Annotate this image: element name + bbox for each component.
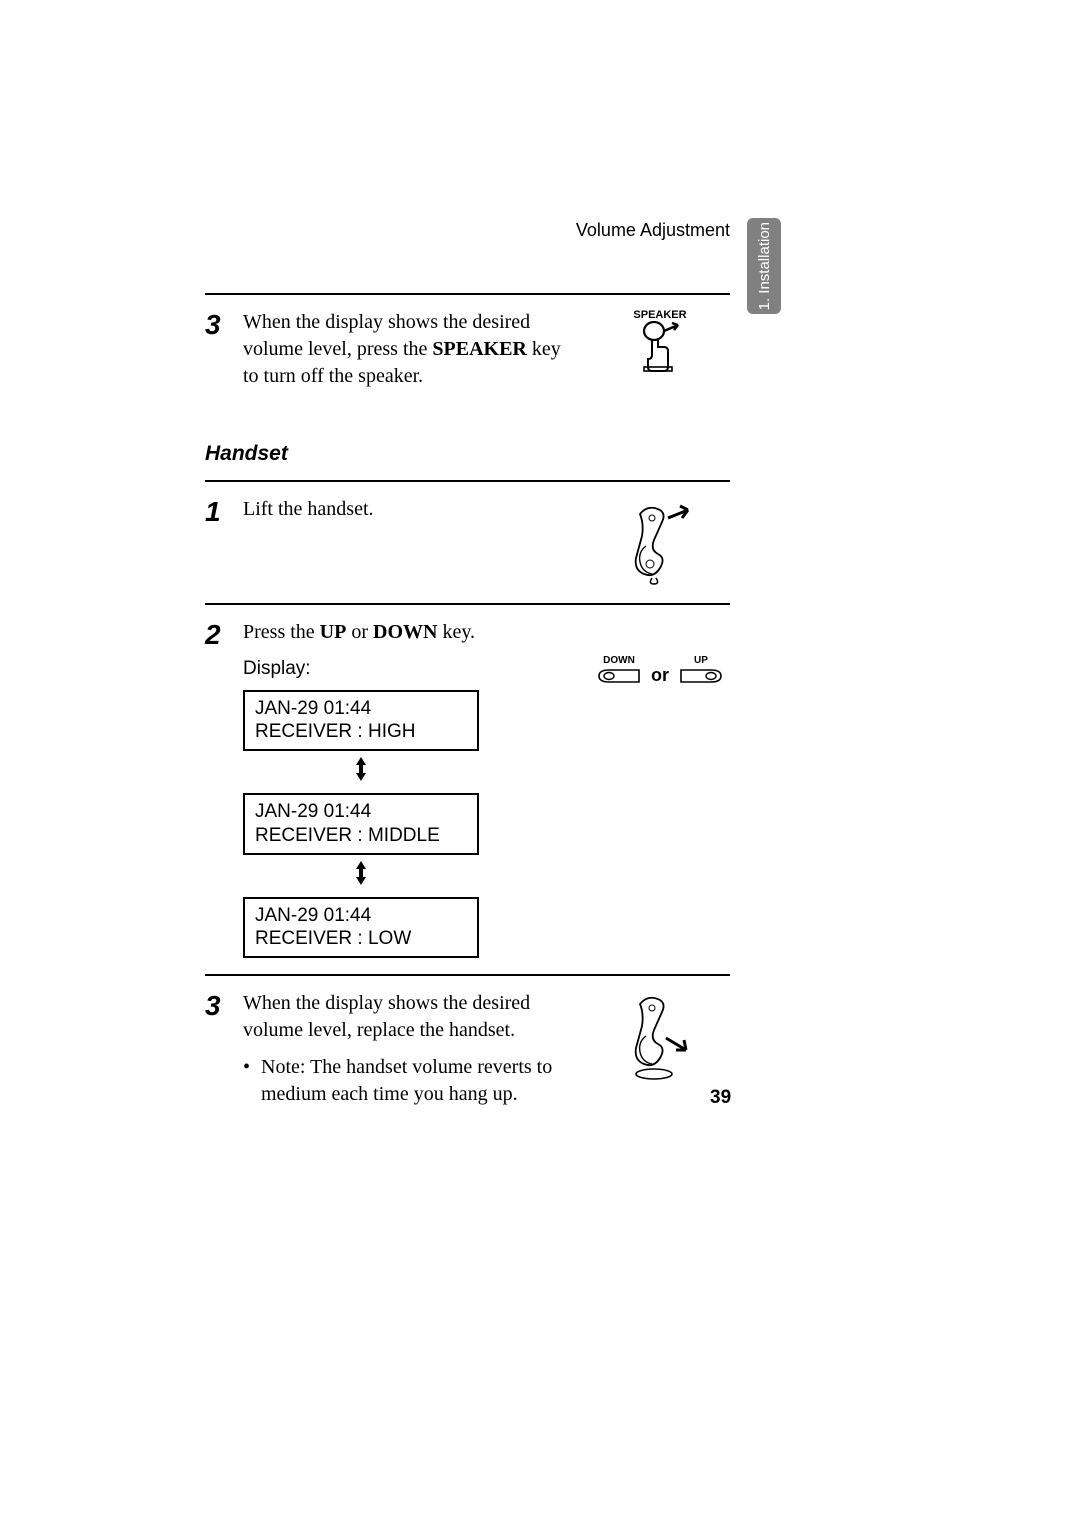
- display-box-high: JAN-29 01:44 RECEIVER : HIGH: [243, 690, 479, 752]
- chapter-tab: 1. Installation: [747, 218, 781, 314]
- step-text: Lift the handset.: [243, 496, 590, 523]
- updown-arrow-icon: [243, 753, 479, 793]
- page-number: 39: [710, 1087, 731, 1109]
- up-key-icon: [679, 668, 723, 684]
- step-number: 3: [205, 309, 243, 339]
- down-key-icon: [597, 668, 641, 684]
- replace-handset-icon: [590, 990, 730, 1083]
- handset-step-2: 2 Press the UP or DOWN key. Display: JAN…: [205, 605, 730, 974]
- display-box-low: JAN-29 01:44 RECEIVER : LOW: [243, 897, 479, 959]
- speaker-step-3: 3 When the display shows the desired vol…: [205, 295, 730, 404]
- updown-arrow-icon: [243, 857, 479, 897]
- up-down-keys: DOWN or UP: [590, 619, 730, 686]
- step-number: 2: [205, 619, 243, 649]
- page-content: Volume Adjustment 3 When the display sho…: [205, 220, 730, 1122]
- press-key-icon: [638, 321, 682, 373]
- note-bullet: • Note: The handset volume reverts to me…: [243, 1054, 580, 1108]
- step-number: 1: [205, 496, 243, 526]
- step-text: Press the UP or DOWN key. Display: JAN-2…: [243, 619, 590, 960]
- speaker-key-icon: SPEAKER: [590, 309, 730, 376]
- step-number: 3: [205, 990, 243, 1020]
- speaker-icon-label: SPEAKER: [590, 309, 730, 321]
- display-box-middle: JAN-29 01:44 RECEIVER : MIDDLE: [243, 793, 479, 855]
- step-text: When the display shows the desired volum…: [243, 309, 590, 390]
- up-key: UP: [679, 655, 723, 684]
- handset-step-3: 3 When the display shows the desired vol…: [205, 976, 730, 1122]
- step-text: When the display shows the desired volum…: [243, 990, 590, 1108]
- or-label: or: [647, 665, 673, 686]
- down-key: DOWN: [597, 655, 641, 684]
- page-header: Volume Adjustment: [205, 220, 730, 241]
- lift-handset-icon: [590, 496, 730, 589]
- handset-step-1: 1 Lift the handset.: [205, 482, 730, 603]
- display-label: Display:: [243, 656, 580, 682]
- section-heading: Handset: [205, 442, 730, 466]
- chapter-tab-label: 1. Installation: [756, 222, 773, 310]
- page-title: Volume Adjustment: [576, 220, 730, 241]
